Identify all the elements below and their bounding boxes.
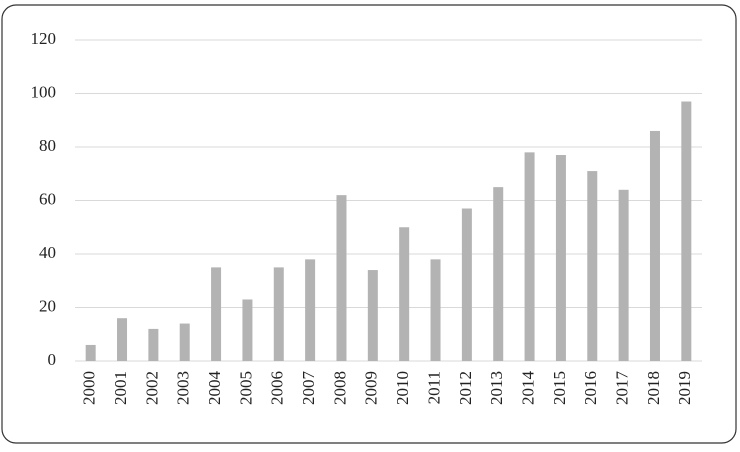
x-tick-label: 2009 <box>362 371 381 405</box>
y-tick-label: 60 <box>39 189 56 208</box>
bar <box>117 318 128 361</box>
bar <box>148 328 159 361</box>
y-tick-label: 80 <box>39 136 56 155</box>
bar <box>305 259 316 361</box>
x-tick-label: 2014 <box>518 371 537 406</box>
x-tick-label: 2017 <box>613 371 632 406</box>
x-tick-label: 2011 <box>424 371 443 404</box>
x-tick-label: 2013 <box>487 371 506 405</box>
bar <box>336 195 347 361</box>
x-tick-label: 2007 <box>299 371 318 406</box>
bar <box>461 208 472 361</box>
bar <box>179 323 190 361</box>
bar <box>367 270 378 361</box>
bar <box>681 101 692 362</box>
bar <box>85 344 96 361</box>
y-tick-label: 40 <box>39 243 56 262</box>
bar <box>493 187 504 361</box>
x-tick-label: 2004 <box>205 371 224 406</box>
x-tick-label: 2019 <box>675 371 694 405</box>
x-tick-label: 2000 <box>80 371 99 405</box>
y-tick-label: 20 <box>39 296 56 315</box>
bar <box>399 227 410 361</box>
bar <box>273 267 284 361</box>
y-tick-label: 120 <box>31 29 57 48</box>
y-tick-label: 100 <box>31 82 57 101</box>
bar <box>649 130 660 361</box>
bar <box>430 259 441 361</box>
x-tick-label: 2006 <box>268 371 287 405</box>
bar <box>618 189 629 361</box>
y-tick-label: 0 <box>48 350 57 369</box>
x-tick-label: 2015 <box>550 371 569 405</box>
bar <box>587 171 598 361</box>
x-tick-label: 2012 <box>456 371 475 405</box>
x-tick-label: 2008 <box>330 371 349 405</box>
bar <box>211 267 222 361</box>
bar <box>555 155 566 361</box>
bar <box>524 152 535 361</box>
x-tick-label: 2002 <box>142 371 161 405</box>
x-tick-label: 2010 <box>393 371 412 405</box>
x-tick-label: 2001 <box>111 371 130 405</box>
x-tick-label: 2005 <box>236 371 255 405</box>
x-tick-label: 2018 <box>644 371 663 405</box>
x-tick-label: 2016 <box>581 371 600 405</box>
x-tick-label: 2003 <box>174 371 193 405</box>
bar <box>242 299 253 361</box>
